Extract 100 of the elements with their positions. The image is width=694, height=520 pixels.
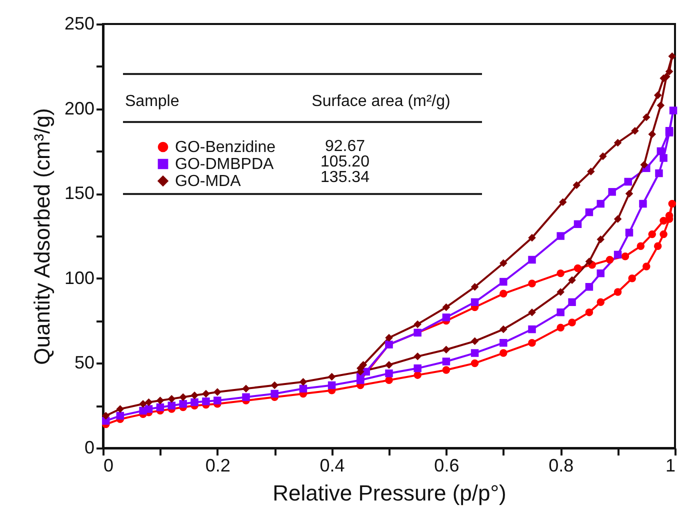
point <box>668 52 676 60</box>
point <box>556 269 564 278</box>
point <box>596 236 605 244</box>
point <box>528 325 536 334</box>
annotation: Surface area (m²/g) <box>312 93 450 110</box>
legend-label: GO-Benzidine <box>175 139 276 156</box>
legend-label: GO-MDA <box>175 173 242 190</box>
point <box>414 371 422 379</box>
point <box>328 372 336 381</box>
point <box>556 288 564 296</box>
point <box>614 250 622 259</box>
x-tick-label: 1 <box>665 456 676 476</box>
point <box>606 256 614 264</box>
point <box>568 318 576 326</box>
point <box>656 147 665 156</box>
point <box>190 398 198 406</box>
point <box>242 393 250 401</box>
point <box>642 113 650 122</box>
point <box>500 278 508 286</box>
y-tick-label: 250 <box>64 14 94 34</box>
legend-title: Sample <box>125 93 180 110</box>
point <box>385 361 393 369</box>
point <box>528 280 536 288</box>
point <box>669 106 678 114</box>
y-axis-title: Quantity Adsorbed (cm³/g) <box>29 108 54 365</box>
x-tick-label: 0.2 <box>205 456 230 476</box>
point <box>442 366 450 374</box>
point <box>556 324 564 332</box>
point <box>625 228 634 236</box>
point <box>668 200 676 208</box>
point <box>660 216 668 225</box>
point <box>642 262 650 270</box>
point <box>442 303 450 312</box>
point <box>470 349 479 357</box>
point <box>202 390 210 398</box>
point <box>102 412 110 420</box>
point <box>299 378 308 386</box>
point <box>568 276 576 284</box>
point <box>414 320 422 328</box>
point <box>528 256 536 264</box>
point <box>574 264 582 272</box>
point <box>116 405 124 413</box>
point <box>144 405 153 413</box>
y-tick-label: 50 <box>74 352 94 373</box>
point <box>528 234 536 242</box>
point <box>574 220 582 228</box>
point <box>442 346 450 354</box>
point <box>656 102 665 110</box>
point <box>500 290 508 298</box>
point <box>608 188 616 196</box>
point <box>631 126 639 135</box>
point <box>442 314 450 322</box>
point <box>356 372 364 381</box>
point <box>596 298 605 306</box>
point <box>470 283 479 291</box>
point <box>500 349 508 357</box>
point <box>624 178 632 186</box>
point <box>190 392 198 400</box>
point <box>116 412 124 420</box>
annotation: 105.20 <box>320 154 370 170</box>
point <box>654 91 662 100</box>
y-tick-label: 0 <box>84 438 94 458</box>
point <box>648 230 656 238</box>
point <box>179 393 187 401</box>
point <box>614 215 622 223</box>
point <box>572 181 580 189</box>
point <box>179 400 187 408</box>
point <box>556 308 564 316</box>
point <box>242 384 250 393</box>
legend-label: GO-DMBPDA <box>175 156 274 173</box>
point <box>585 283 594 291</box>
point <box>660 230 668 238</box>
point <box>587 168 595 176</box>
point <box>660 154 668 162</box>
y-tick-label: 200 <box>64 98 94 118</box>
y-tick-label: 100 <box>64 268 94 288</box>
point <box>156 396 164 404</box>
point <box>655 169 663 178</box>
point <box>385 334 393 342</box>
point <box>599 152 607 160</box>
point <box>328 381 336 390</box>
point <box>500 259 508 268</box>
point <box>214 388 222 396</box>
point <box>648 130 656 138</box>
point <box>500 338 508 347</box>
point <box>628 274 636 282</box>
point <box>470 337 479 346</box>
annotation: 92.67 <box>324 138 366 155</box>
point <box>414 352 422 360</box>
x-axis-title: Relative Pressure (p/p°) <box>272 480 506 506</box>
point <box>614 288 622 296</box>
point <box>214 396 222 404</box>
x-tick-label: 0 <box>104 456 114 476</box>
annotation: 135.34 <box>320 169 370 186</box>
point <box>585 308 594 316</box>
y-tick-label: 150 <box>64 183 94 204</box>
point <box>596 200 605 208</box>
point <box>636 242 645 250</box>
point <box>500 325 508 334</box>
point <box>585 208 594 216</box>
